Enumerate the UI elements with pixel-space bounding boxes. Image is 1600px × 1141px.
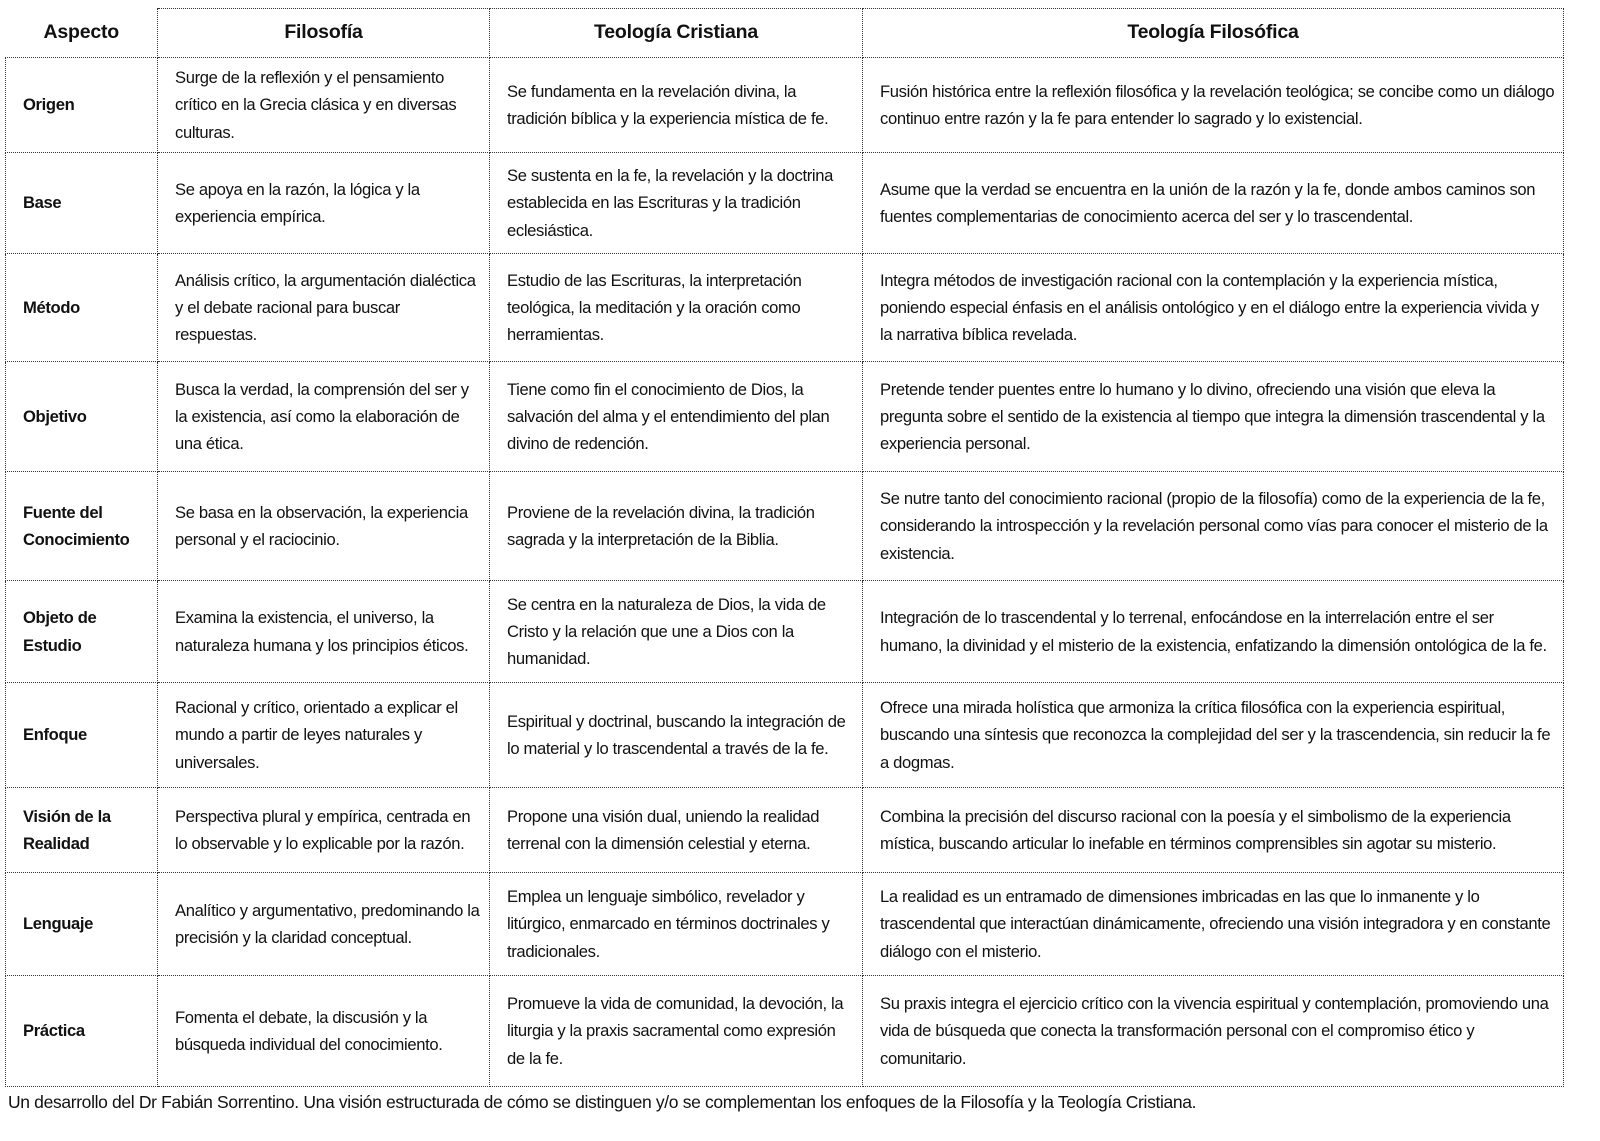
header-row: Aspecto Filosofía Teología Cristiana Teo… [5, 8, 1564, 58]
filosofia-cell: Se basa en la observación, la experienci… [157, 471, 490, 581]
teologia-cristiana-cell: Emplea un lenguaje simbólico, revelador … [489, 872, 863, 976]
teologia-cristiana-cell: Se sustenta en la fe, la revelación y la… [489, 152, 863, 254]
filosofia-cell: Surge de la reflexión y el pensamiento c… [157, 57, 490, 153]
teologia-filosofica-cell: Se nutre tanto del conocimiento racional… [862, 471, 1564, 581]
filosofia-cell: Perspectiva plural y empírica, centrada … [157, 787, 490, 873]
teologia-filosofica-cell: Pretende tender puentes entre lo humano … [862, 361, 1564, 472]
filosofia-cell: Racional y crítico, orientado a explicar… [157, 682, 490, 788]
table-row: Base Se apoya en la razón, la lógica y la… [5, 152, 1564, 254]
aspect-cell: Base [5, 152, 158, 254]
aspect-cell: Objeto de Estudio [5, 580, 158, 683]
aspect-cell: Fuente del Conocimiento [5, 471, 158, 581]
filosofia-cell: Fomenta el debate, la discusión y la bús… [157, 975, 490, 1087]
teologia-filosofica-cell: La realidad es un entramado de dimension… [862, 872, 1564, 976]
table-row: Lenguaje Analítico y argumentativo, predo… [5, 872, 1564, 976]
table-row: Fuente del Conocimiento Se basa en la obs… [5, 471, 1564, 581]
teologia-cristiana-cell: Espiritual y doctrinal, buscando la inte… [489, 682, 863, 788]
aspect-cell: Enfoque [5, 682, 158, 788]
aspect-cell: Práctica [5, 975, 158, 1087]
filosofia-cell: Analítico y argumentativo, predominando … [157, 872, 490, 976]
table-row: Enfoque Racional y crítico, orientado a e… [5, 682, 1564, 788]
filosofia-cell: Examina la existencia, el universo, la n… [157, 580, 490, 683]
table-row: Visión de la Realidad Perspectiva plural … [5, 787, 1564, 873]
teologia-cristiana-cell: Promueve la vida de comunidad, la devoci… [489, 975, 863, 1087]
teologia-cristiana-cell: Se centra en la naturaleza de Dios, la v… [489, 580, 863, 683]
teologia-cristiana-cell: Proviene de la revelación divina, la tra… [489, 471, 863, 581]
aspect-cell: Objetivo [5, 361, 158, 472]
table-row: Objetivo Busca la verdad, la comprensión … [5, 361, 1564, 472]
footer-note: Un desarrollo del Dr Fabián Sorrentino. … [8, 1092, 1197, 1112]
filosofia-cell: Busca la verdad, la comprensión del ser … [157, 361, 490, 472]
aspect-cell: Método [5, 253, 158, 362]
teologia-filosofica-cell: Asume que la verdad se encuentra en la u… [862, 152, 1564, 254]
header-teologia-filosofica: Teología Filosófica [862, 8, 1564, 58]
table-row: Objeto de Estudio Examina la existencia, … [5, 580, 1564, 683]
teologia-filosofica-cell: Combina la precisión del discurso racion… [862, 787, 1564, 873]
teologia-cristiana-cell: Propone una visión dual, uniendo la real… [489, 787, 863, 873]
filosofia-cell: Análisis crítico, la argumentación dialé… [157, 253, 490, 362]
teologia-filosofica-cell: Integra métodos de investigación raciona… [862, 253, 1564, 362]
teologia-cristiana-cell: Se fundamenta en la revelación divina, l… [489, 57, 863, 153]
table-row: Método Análisis crítico, la argumentación… [5, 253, 1564, 362]
teologia-cristiana-cell: Tiene como fin el conocimiento de Dios, … [489, 361, 863, 472]
table-row: Práctica Fomenta el debate, la discusión … [5, 975, 1564, 1087]
teologia-filosofica-cell: Integración de lo trascendental y lo ter… [862, 580, 1564, 683]
teologia-filosofica-cell: Fusión histórica entre la reflexión filo… [862, 57, 1564, 153]
teologia-filosofica-cell: Ofrece una mirada holística que armoniza… [862, 682, 1564, 788]
aspect-cell: Origen [5, 57, 158, 153]
table-row: Origen Surge de la reflexión y el pensami… [5, 57, 1564, 153]
header-aspecto: Aspecto [5, 8, 158, 58]
header-teologia-cristiana: Teología Cristiana [489, 8, 863, 58]
teologia-filosofica-cell: Su praxis integra el ejercicio crítico c… [862, 975, 1564, 1087]
comparison-table: Aspecto Filosofía Teología Cristiana Teo… [5, 8, 1564, 1087]
filosofia-cell: Se apoya en la razón, la lógica y la exp… [157, 152, 490, 254]
teologia-cristiana-cell: Estudio de las Escrituras, la interpreta… [489, 253, 863, 362]
aspect-cell: Lenguaje [5, 872, 158, 976]
header-filosofia: Filosofía [157, 8, 490, 58]
aspect-cell: Visión de la Realidad [5, 787, 158, 873]
